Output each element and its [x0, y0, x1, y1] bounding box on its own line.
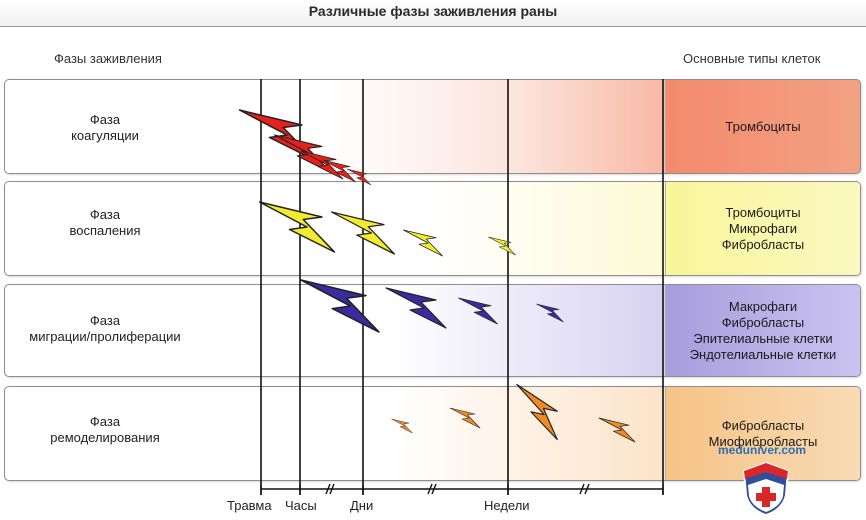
watermark-text: meduniver.com: [718, 443, 807, 457]
lightning-icon: [258, 201, 336, 253]
lightning-icon: [488, 236, 516, 256]
cell-types-box: Макрофаги Фибробласты Эпителиальные клет…: [665, 285, 860, 376]
phase-label-line2: воспаления: [69, 223, 141, 238]
remodeling-bolts: [391, 383, 636, 443]
cell-type: Миофибробласты: [708, 433, 818, 449]
phase-label-line1: Фаза: [89, 414, 121, 429]
cell-type: Фибробласты: [721, 417, 805, 433]
lightning-icon: [391, 418, 413, 434]
proliferation-bolts: [300, 279, 564, 333]
lightning-icon: [300, 279, 380, 333]
cell-type: Эпителиальные клетки: [693, 330, 833, 346]
timeline-label-hours: Часы: [285, 498, 317, 513]
phase-label-line2: ремоделирования: [50, 430, 160, 445]
medical-shield-logo: [742, 461, 790, 517]
cell-type: Макрофаги: [728, 298, 798, 314]
title-bar: Различные фазы заживления раны: [0, 0, 866, 27]
cell-type: Эндотелиальные клетки: [689, 346, 837, 362]
cell-type: Фибробласты: [721, 236, 805, 252]
phase-label-line1: Фаза: [89, 313, 121, 328]
lightning-icon: [503, 383, 571, 441]
phase-label-line1: Фаза: [89, 112, 121, 127]
phase-row-inflammation: Фаза воспаления Тромбоциты Микрофаги Фиб…: [4, 181, 861, 276]
coagulation-bolts: [238, 109, 372, 186]
phase-label-line1: Фаза: [89, 207, 121, 222]
phase-label-line2: коагуляции: [71, 128, 139, 143]
phase-label: Фаза коагуляции: [5, 112, 205, 144]
cell-type: Фибробласты: [721, 314, 805, 330]
lightning-icon: [449, 407, 481, 429]
cell-types-box: Тромбоциты: [665, 80, 860, 173]
timeline-label-weeks: Недели: [484, 498, 530, 513]
phase-label: Фаза миграции/пролиферации: [5, 313, 205, 345]
timeline-label-trauma: Травма: [227, 498, 272, 513]
phase-label: Фаза ремоделирования: [5, 414, 205, 446]
phases-header: Фазы заживления: [54, 51, 162, 66]
cell-type: Микрофаги: [728, 220, 798, 236]
inflammation-bolts: [258, 201, 516, 257]
phase-row-migration-proliferation: Фаза миграции/пролиферации Макрофаги Фиб…: [4, 284, 861, 377]
time-axis: [260, 483, 664, 495]
cell-types-box: Тромбоциты Микрофаги Фибробласты: [665, 182, 860, 275]
lightning-icon: [403, 229, 443, 257]
phase-row-coagulation: Фаза коагуляции Тромбоциты: [4, 79, 861, 174]
lightning-icon: [598, 417, 636, 443]
cell-type: Тромбоциты: [725, 204, 801, 220]
phase-label: Фаза воспаления: [5, 207, 205, 239]
lightning-icon: [536, 303, 564, 323]
phase-label-line2: миграции/пролиферации: [29, 329, 181, 344]
timeline-label-days: Дни: [350, 498, 374, 513]
diagram-title: Различные фазы заживления раны: [308, 3, 558, 19]
cell-types-header: Основные типы клеток: [683, 51, 821, 66]
lightning-icon: [458, 297, 498, 325]
lightning-icon: [385, 287, 447, 329]
cell-type: Тромбоциты: [725, 118, 801, 134]
